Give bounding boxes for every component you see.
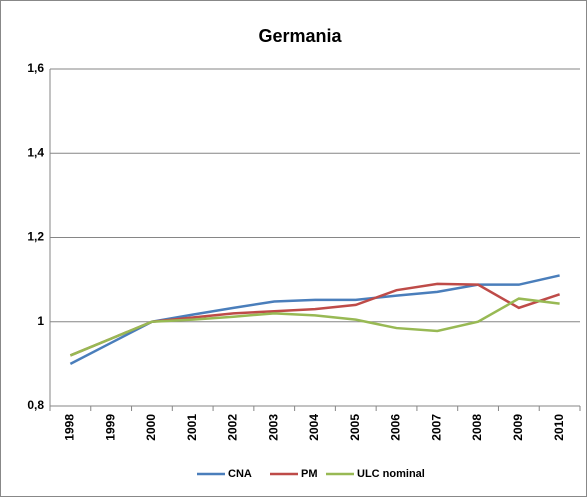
chart-title: Germania — [258, 26, 342, 46]
legend-label: PM — [301, 468, 318, 480]
x-tick-label: 2004 — [307, 414, 321, 441]
x-tick-label: 2003 — [266, 414, 280, 441]
series-line — [69, 297, 560, 357]
x-tick-label: 1998 — [63, 414, 77, 441]
x-tick-label: 2006 — [389, 414, 403, 441]
x-tick-label: 2010 — [552, 414, 566, 441]
legend-label: ULC nominal — [357, 468, 425, 480]
y-tick-label: 1 — [37, 314, 44, 328]
x-tick-label: 2008 — [470, 414, 484, 441]
y-tick-label: 1,2 — [27, 230, 44, 244]
legend-label: CNA — [228, 468, 252, 480]
x-tick-label: 2002 — [226, 414, 240, 441]
y-tick-label: 1,6 — [27, 61, 44, 75]
x-tick-label: 2005 — [348, 414, 362, 441]
y-tick-label: 0,8 — [27, 398, 44, 412]
x-tick-label: 2007 — [429, 414, 443, 441]
x-tick-label: 2000 — [144, 414, 158, 441]
x-tick-label: 2001 — [185, 414, 199, 441]
x-tick-label: 1999 — [103, 414, 117, 441]
y-tick-label: 1,4 — [27, 145, 44, 159]
x-tick-label: 2009 — [511, 414, 525, 441]
